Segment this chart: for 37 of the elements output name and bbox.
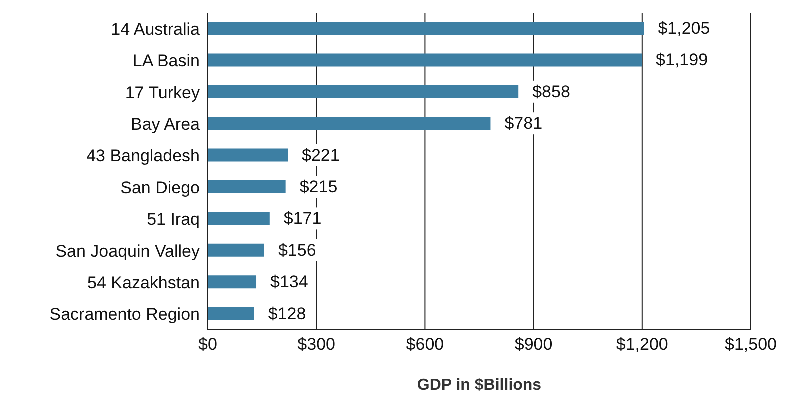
x-tick-label: $1,500 [725,335,777,354]
bar [208,180,286,194]
data-label: $156 [278,240,316,260]
y-tick-label: San Diego [120,178,200,198]
x-tick-label: $300 [298,335,336,354]
data-label: $858 [532,82,570,102]
x-tick-label: $1,200 [616,335,668,354]
bar [208,117,491,130]
x-tick-label: $600 [406,335,444,354]
y-tick-label: 54 Kazakhstan [88,273,200,292]
x-tick-label: $900 [514,335,553,354]
bar [208,148,288,162]
data-label: $128 [268,304,306,324]
bar [208,307,254,320]
y-tick-label: 43 Bangladesh [86,146,200,166]
y-tick-label: 14 Australia [111,20,201,39]
y-tick-label: LA Basin [132,52,200,71]
bar [208,276,257,289]
x-axis-title: GDP in $Billions [417,377,542,394]
x-tick-label: $0 [198,335,218,354]
data-label: $215 [300,178,338,196]
y-tick-label: Bay Area [131,114,201,134]
data-label: $781 [504,114,543,134]
y-tick-label: 51 Iraq [147,210,200,230]
bar [208,22,644,35]
bar [208,244,264,257]
data-label: $1,199 [656,50,708,70]
data-label: $1,205 [658,19,710,38]
bar [208,54,642,67]
y-tick-label: San Joaquin Valley [56,242,200,261]
data-label: $134 [270,272,308,292]
bar [208,85,519,98]
bar [208,212,270,226]
y-tick-label: Sacramento Region [50,305,200,324]
y-tick-label: 17 Turkey [125,83,200,102]
data-label: $221 [302,146,340,165]
data-label: $171 [284,209,322,228]
